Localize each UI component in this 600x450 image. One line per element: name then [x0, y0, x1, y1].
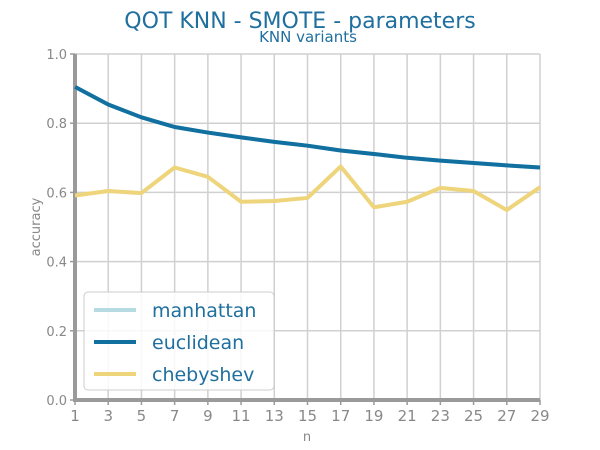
legend: manhattan euclidean chebyshev — [83, 291, 275, 391]
series-lines — [74, 85, 542, 213]
tick-labels: 1 3 5 7 9 11 13 15 17 19 21 23 25 27 290.00.20.40.60.8… — [46, 48, 549, 425]
y-axis-label: accuracy — [29, 197, 44, 256]
chart-title: QOT KNN - SMOTE - parameters — [124, 9, 475, 34]
x-tick-label: 25 — [464, 407, 483, 425]
y-tick-label: 0.4 — [46, 256, 67, 271]
x-tick-label: 19 — [364, 407, 383, 425]
x-axis-label: n — [303, 430, 311, 445]
legend-label-chebyshev: chebyshev — [152, 364, 254, 386]
x-tick-label: 5 — [137, 407, 147, 425]
y-tick-label: 0.2 — [46, 325, 67, 340]
x-tick-label: 17 — [331, 407, 350, 425]
x-tick-label: 1 — [70, 407, 80, 425]
x-tick-label: 21 — [398, 407, 417, 425]
grid — [74, 53, 541, 401]
legend-box — [83, 291, 275, 391]
x-tick-label: 7 — [170, 407, 180, 425]
x-tick-label: 13 — [265, 407, 284, 425]
x-tick-label: 11 — [232, 407, 251, 425]
x-tick-label: 27 — [497, 407, 516, 425]
chart-subtitle: KNN variants — [259, 28, 357, 46]
x-tick-label: 9 — [203, 407, 213, 425]
x-tick-label: 3 — [103, 407, 113, 425]
y-tick-label: 0.0 — [46, 394, 67, 409]
x-tick-label: 23 — [431, 407, 450, 425]
series-line-euclidean — [74, 85, 541, 170]
y-tick-label: 1.0 — [46, 48, 67, 63]
y-tick-label: 0.8 — [46, 117, 67, 132]
y-tick-label: 0.6 — [46, 186, 67, 201]
legend-label-manhattan: manhattan — [152, 300, 256, 322]
legend-label-euclidean: euclidean — [152, 332, 244, 354]
x-tick-label: 15 — [298, 407, 317, 425]
axes — [73, 54, 540, 402]
x-tick-label: 29 — [530, 407, 549, 425]
series-line-chebyshev — [74, 164, 542, 213]
